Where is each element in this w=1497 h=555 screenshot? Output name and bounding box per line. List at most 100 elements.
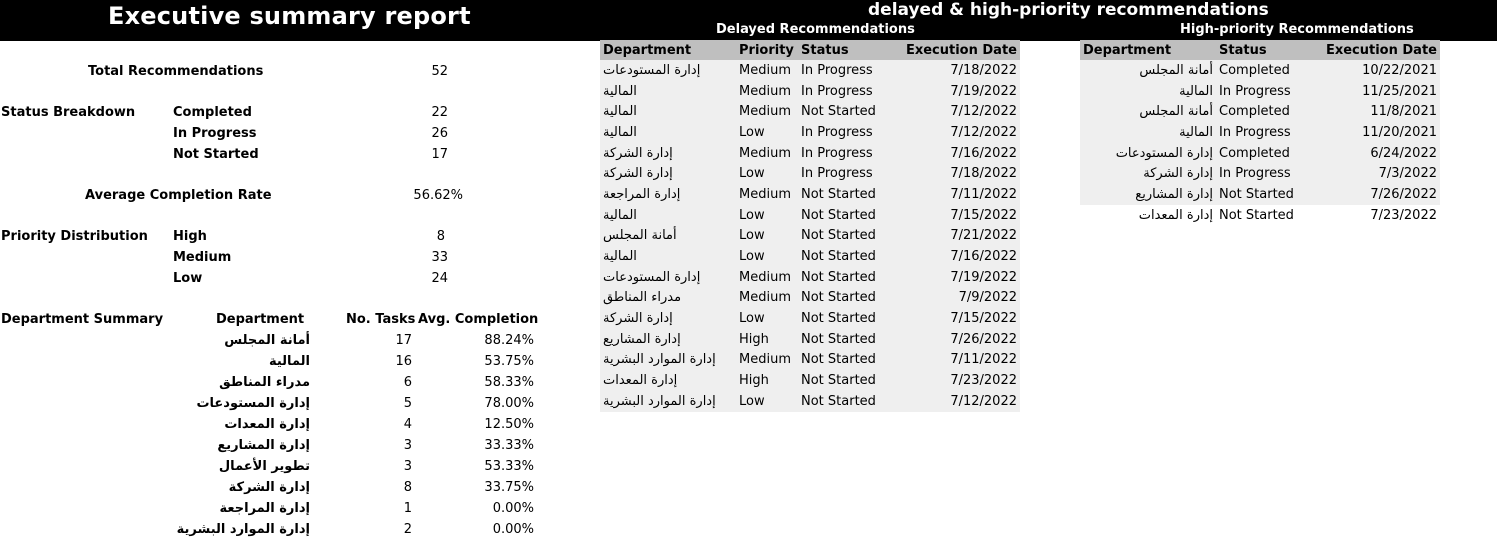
table-row: إدارة الشركة Medium In Progress 7/16/2022	[600, 142, 1020, 164]
highprio-department: أمانة المجلس	[1139, 62, 1213, 78]
delayed-status: Not Started	[801, 311, 876, 327]
highprio-section-title: High-priority Recommendations	[1180, 22, 1414, 37]
dept-summary-tasks: 2	[403, 522, 412, 537]
dept-summary-avg: 12.50%	[484, 417, 534, 432]
delayed-recommendations-table: Department Priority Status Execution Dat…	[600, 40, 1020, 412]
table-row: المالية In Progress 11/25/2021	[1080, 80, 1440, 102]
table-row: إدارة المشاريع High Not Started 7/26/2022	[600, 328, 1020, 350]
table-row: إدارة المستودعات Medium Not Started 7/19/20…	[600, 266, 1020, 288]
dept-summary-name: تطوير الأعمال	[218, 459, 310, 474]
delayed-department: إدارة المستودعات	[603, 269, 701, 285]
table-row: إدارة المراجعة Medium Not Started 7/11/2022	[600, 184, 1020, 205]
highprio-status: In Progress	[1219, 166, 1291, 182]
delayed-status: Not Started	[801, 373, 876, 389]
dept-summary-avg: 88.24%	[484, 333, 534, 348]
table-row: أمانة المجلس Completed 10/22/2021	[1080, 60, 1440, 81]
delayed-priority: Medium	[739, 290, 791, 306]
dept-summary-avg: 0.00%	[492, 501, 534, 516]
delayed-col-date: Execution Date	[900, 40, 1020, 60]
table-row: المالية Low In Progress 7/12/2022	[600, 122, 1020, 143]
total-value: 52	[431, 64, 448, 79]
dept-summary-name: إدارة المعدات	[224, 417, 310, 432]
priority-medium-value: 33	[431, 250, 448, 265]
delayed-status: Not Started	[801, 228, 876, 244]
dept-summary-tasks: 16	[395, 354, 412, 369]
dept-summary-name: إدارة الموارد البشرية	[176, 522, 310, 537]
highprio-date: 6/24/2022	[1370, 145, 1437, 161]
delayed-department: إدارة الشركة	[603, 145, 673, 161]
table-row: المالية Medium Not Started 7/12/2022	[600, 101, 1020, 123]
highprio-col-date: Execution Date	[1318, 40, 1440, 60]
delayed-status: Not Started	[801, 352, 876, 368]
delayed-header-row: Department Priority Status Execution Dat…	[600, 40, 1020, 60]
delayed-department: إدارة الشركة	[603, 311, 673, 327]
delayed-priority: Low	[739, 249, 765, 265]
highprio-date: 7/23/2022	[1370, 207, 1437, 223]
highprio-status: Completed	[1219, 62, 1290, 78]
table-row: إدارة المستودعات Medium In Progress 7/18/20…	[600, 60, 1020, 81]
delayed-date: 7/18/2022	[950, 62, 1017, 78]
highprio-col-status: Status	[1216, 40, 1318, 60]
delayed-status: Not Started	[801, 269, 876, 285]
table-row: المالية In Progress 11/20/2021	[1080, 122, 1440, 143]
dept-summary-tasks: 8	[403, 480, 412, 495]
highprio-date: 11/25/2021	[1362, 83, 1437, 99]
status-inprogress-label: In Progress	[173, 126, 257, 141]
dept-summary-avg: 53.33%	[484, 459, 534, 474]
highprio-date: 10/22/2021	[1362, 62, 1437, 78]
table-row: إدارة الشركة Low Not Started 7/15/2022	[600, 308, 1020, 329]
dept-summary-tasks: 3	[403, 459, 412, 474]
table-row: أمانة المجلس Completed 11/8/2021	[1080, 101, 1440, 123]
highprio-department: إدارة الشركة	[1143, 166, 1213, 182]
delayed-department: إدارة الشركة	[603, 166, 673, 182]
dept-summary-name: أمانة المجلس	[224, 333, 310, 348]
status-completed-label: Completed	[173, 105, 252, 120]
table-row: إدارة الموارد البشرية Medium Not Started 7/…	[600, 349, 1020, 371]
delayed-department: المالية	[603, 104, 637, 120]
delayed-date: 7/15/2022	[950, 207, 1017, 223]
delayed-priority: High	[739, 331, 769, 347]
table-row: المالية Low Not Started 7/16/2022	[600, 246, 1020, 267]
highprio-date: 7/3/2022	[1378, 166, 1437, 182]
delayed-priority: Low	[739, 228, 765, 244]
highprio-date: 7/26/2022	[1370, 186, 1437, 202]
highprio-header-row: Department Status Execution Date	[1080, 40, 1440, 60]
avg-completion-label: Average Completion Rate	[85, 188, 272, 203]
delayed-department: إدارة المستودعات	[603, 62, 701, 78]
dept-summary-tasks: 6	[403, 375, 412, 390]
delayed-date: 7/12/2022	[950, 124, 1017, 140]
highprio-status: Completed	[1219, 104, 1290, 120]
dept-summary-avg: 33.75%	[484, 480, 534, 495]
delayed-department: إدارة المشاريع	[603, 331, 681, 347]
delayed-date: 7/21/2022	[950, 228, 1017, 244]
delayed-date: 7/15/2022	[950, 311, 1017, 327]
delayed-status: Not Started	[801, 331, 876, 347]
dept-summary-avg: 33.33%	[484, 438, 534, 453]
delayed-section-title: Delayed Recommendations	[716, 22, 915, 37]
dept-col-header: Department	[216, 312, 305, 327]
dept-summary-tasks: 4	[403, 417, 412, 432]
delayed-department: إدارة المراجعة	[603, 186, 681, 202]
delayed-department: إدارة الموارد البشرية	[603, 393, 716, 409]
highprio-department: إدارة المعدات	[1138, 207, 1213, 223]
delayed-department: المالية	[603, 124, 637, 140]
dept-summary-name: إدارة المستودعات	[196, 396, 310, 411]
priority-distribution-label: Priority Distribution	[1, 229, 148, 244]
highprio-department: المالية	[1179, 83, 1213, 99]
delayed-col-status: Status	[798, 40, 900, 60]
delayed-priority: Low	[739, 124, 765, 140]
highprio-department: إدارة المشاريع	[1135, 186, 1213, 202]
delayed-priority: Medium	[739, 83, 791, 99]
dept-summary-name: إدارة الشركة	[228, 480, 310, 495]
total-label: Total Recommendations	[88, 64, 264, 79]
delayed-priority: Low	[739, 166, 765, 182]
delayed-department: أمانة المجلس	[603, 228, 677, 244]
dept-summary-name: مدراء المناطق	[219, 375, 310, 390]
delayed-date: 7/18/2022	[950, 166, 1017, 182]
delayed-status: Not Started	[801, 290, 876, 306]
delayed-department: إدارة المعدات	[603, 373, 678, 389]
delayed-priority: Low	[739, 393, 765, 409]
delayed-priority: Medium	[739, 186, 791, 202]
delayed-priority: Medium	[739, 145, 791, 161]
dept-summary-tasks: 17	[395, 333, 412, 348]
